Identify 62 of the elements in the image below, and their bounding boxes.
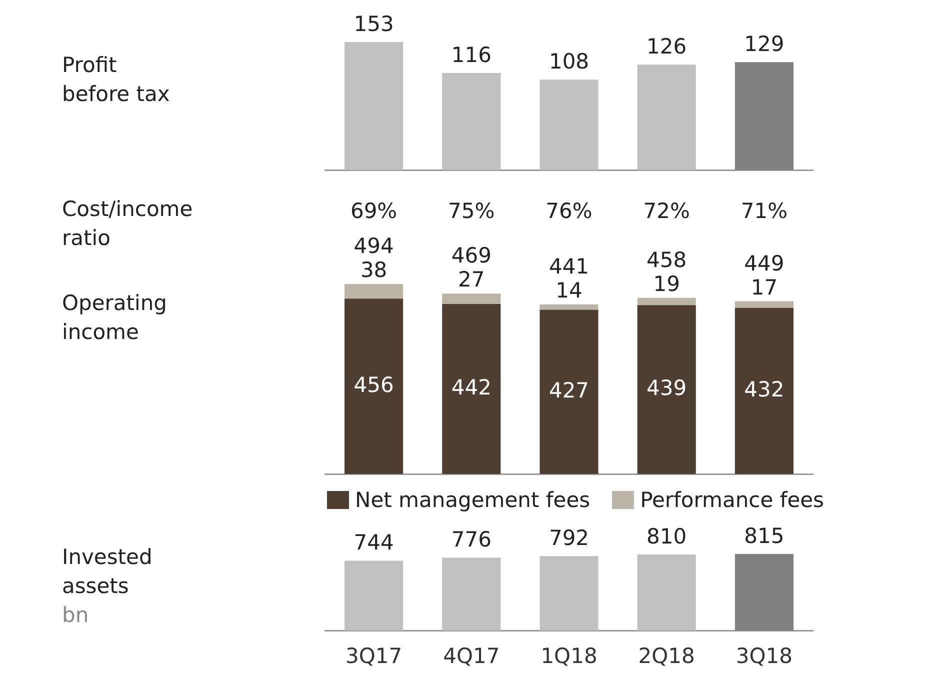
bar bbox=[637, 305, 696, 474]
bar bbox=[734, 62, 794, 170]
total-label: 449 bbox=[744, 251, 784, 276]
data-label: 432 bbox=[744, 377, 784, 402]
bar bbox=[344, 298, 404, 474]
data-label: 19 bbox=[653, 272, 680, 296]
data-label: 116 bbox=[451, 42, 492, 67]
data-label: 792 bbox=[548, 526, 590, 550]
data-label: 38 bbox=[360, 258, 388, 282]
data-label: 126 bbox=[646, 34, 687, 59]
data-label: 71% bbox=[740, 199, 788, 223]
bar bbox=[442, 72, 501, 170]
data-label: 69% bbox=[350, 199, 398, 223]
total-label: 494 bbox=[354, 234, 394, 258]
data-label: 75% bbox=[448, 199, 495, 223]
text: Cost/income ratio bbox=[62, 196, 193, 252]
x-tick-label: 2Q18 bbox=[638, 644, 695, 668]
data-label: 810 bbox=[646, 524, 687, 548]
bar bbox=[540, 556, 598, 631]
data-label: 456 bbox=[354, 372, 394, 397]
text: bn bbox=[62, 602, 89, 627]
data-label: 17 bbox=[750, 275, 778, 300]
bar bbox=[637, 554, 696, 631]
data-label: 427 bbox=[548, 378, 590, 402]
data-label: 129 bbox=[744, 32, 784, 56]
bar bbox=[734, 301, 794, 308]
total-label: 441 bbox=[548, 254, 590, 278]
bar bbox=[344, 42, 404, 170]
data-label: 27 bbox=[458, 268, 485, 292]
bar bbox=[442, 294, 501, 304]
bar bbox=[637, 298, 696, 306]
legend-label: Performance fees bbox=[639, 488, 824, 512]
x-tick-label: 3Q17 bbox=[345, 644, 402, 668]
legend-label: Net management fees bbox=[354, 488, 590, 512]
bar bbox=[540, 80, 598, 170]
total-label: 458 bbox=[646, 248, 687, 272]
data-label: 14 bbox=[556, 278, 582, 302]
data-label: 108 bbox=[548, 50, 590, 74]
bar bbox=[734, 308, 794, 474]
bar bbox=[734, 554, 794, 631]
data-label: 439 bbox=[646, 376, 687, 400]
total-label: 469 bbox=[451, 244, 492, 268]
data-label: 76% bbox=[546, 199, 592, 223]
data-label: 72% bbox=[643, 199, 690, 223]
x-tick-label: 3Q18 bbox=[736, 644, 793, 668]
bar bbox=[442, 304, 501, 474]
data-label: 442 bbox=[451, 375, 492, 400]
data-label: 153 bbox=[354, 12, 394, 36]
x-tick-label: 1Q18 bbox=[540, 644, 598, 668]
bar bbox=[540, 304, 598, 310]
data-label: 815 bbox=[744, 524, 784, 548]
x-tick-label: 4Q17 bbox=[443, 644, 500, 668]
y-axis-title: Invested assets bbox=[62, 544, 152, 598]
bar bbox=[344, 560, 404, 631]
data-label: 744 bbox=[354, 530, 394, 555]
y-axis-title: Profit before tax bbox=[62, 52, 170, 106]
bar bbox=[637, 64, 696, 170]
bar bbox=[540, 310, 598, 474]
y-axis-title: Operating income bbox=[62, 290, 167, 344]
bar bbox=[442, 558, 501, 631]
data-label: 776 bbox=[451, 528, 492, 552]
bar bbox=[344, 284, 404, 299]
